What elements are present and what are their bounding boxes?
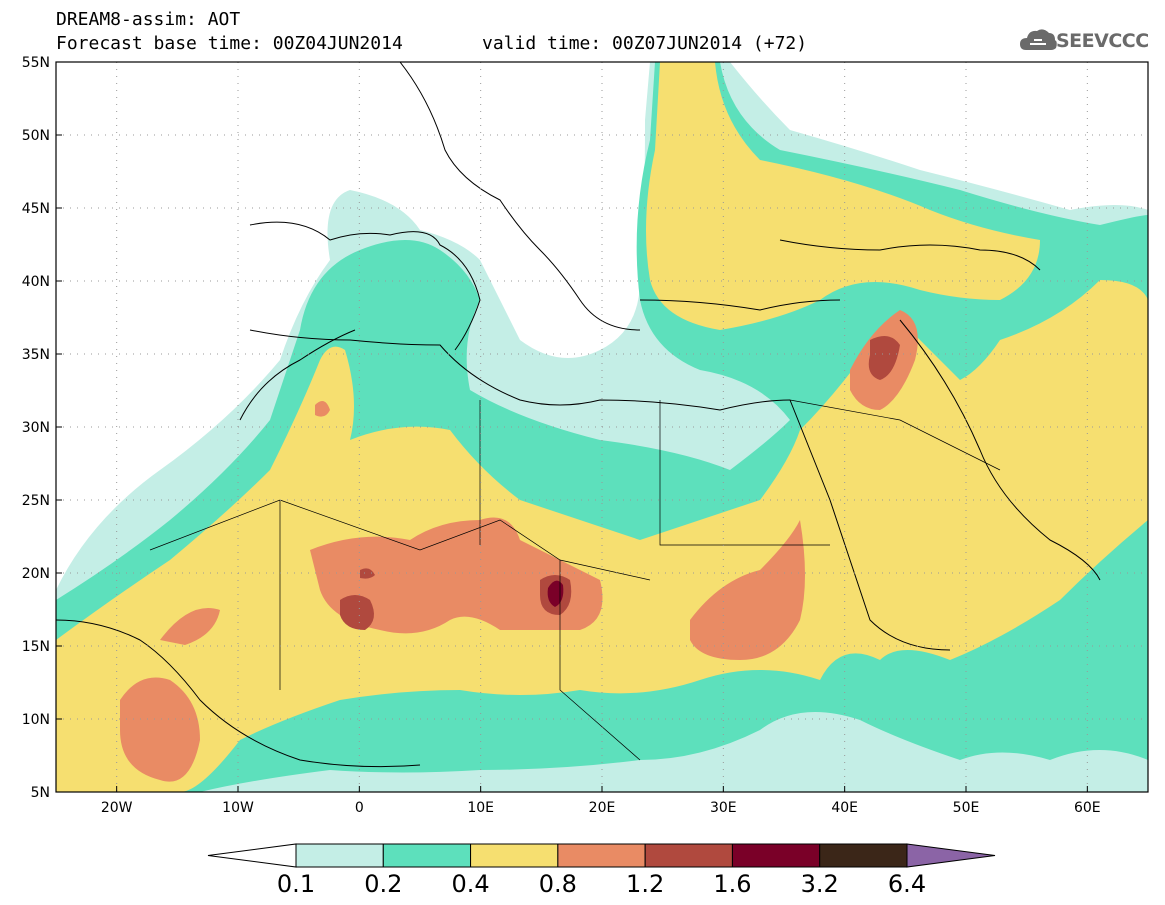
colorbar-segment [557, 843, 646, 868]
lat-label: 45N [22, 201, 50, 217]
lon-label: 10W [222, 800, 254, 816]
lon-label: 30E [710, 800, 737, 816]
lon-axis: 20W 10W 0 10E 20E 30E 40E 50E 60E [101, 786, 1101, 816]
lon-label: 20E [589, 800, 616, 816]
colorbar-label: 0.2 [364, 870, 403, 898]
lon-label: 50E [953, 800, 980, 816]
lat-label: 40N [22, 274, 50, 290]
colorbar-low-arrow [207, 843, 297, 868]
lat-label: 50N [22, 128, 50, 144]
colorbar-label: 1.6 [713, 870, 752, 898]
lat-label: 25N [22, 493, 50, 509]
colorbar-segment [819, 843, 908, 868]
lat-label: 20N [22, 566, 50, 582]
lat-label: 15N [22, 639, 50, 655]
colorbar-segment [295, 843, 384, 868]
colorbar-label: 6.4 [887, 870, 927, 898]
colorbar-segment [470, 843, 559, 868]
lat-label: 5N [31, 785, 50, 801]
colorbar-label: 0.4 [451, 870, 490, 898]
lat-label: 35N [22, 347, 50, 363]
colorbar-segment [382, 843, 472, 868]
lat-label: 10N [22, 712, 50, 728]
colorbar [207, 843, 996, 868]
colorbar-label: 0.8 [538, 870, 577, 898]
colorbar-segment [731, 843, 821, 868]
lon-label: 10E [467, 800, 494, 816]
colorbar-label: 3.2 [800, 870, 839, 898]
colorbar-label: 0.1 [276, 870, 316, 898]
borders [149, 399, 1001, 761]
lon-label: 0 [355, 800, 364, 816]
title-line-3: valid time: 00Z07JUN2014 (+72) [482, 33, 808, 54]
lon-label: 60E [1074, 800, 1101, 816]
lat-label: 30N [22, 420, 50, 436]
lat-axis: 55N 50N 45N 40N 35N 30N 25N 20N 15N 10N 5N [22, 55, 62, 801]
lat-label: 55N [22, 55, 50, 71]
level-1.6-field [547, 580, 564, 607]
level-0.8-field [120, 310, 918, 782]
lon-label: 20W [101, 800, 133, 816]
title-line-2: Forecast base time: 00Z04JUN2014 [56, 33, 403, 54]
logo-text: SEEVCCC [1056, 30, 1149, 52]
level-1.2-field [340, 336, 900, 630]
coastlines [56, 62, 1101, 768]
cloud-logo-icon [1020, 29, 1057, 50]
title-line-1: DREAM8-assim: AOT [56, 9, 241, 30]
colorbar-segment [644, 843, 733, 868]
lon-label: 40E [831, 800, 858, 816]
graticule [56, 62, 1148, 792]
colorbar-high-arrow [906, 843, 996, 868]
colorbar-label: 1.2 [626, 870, 665, 898]
